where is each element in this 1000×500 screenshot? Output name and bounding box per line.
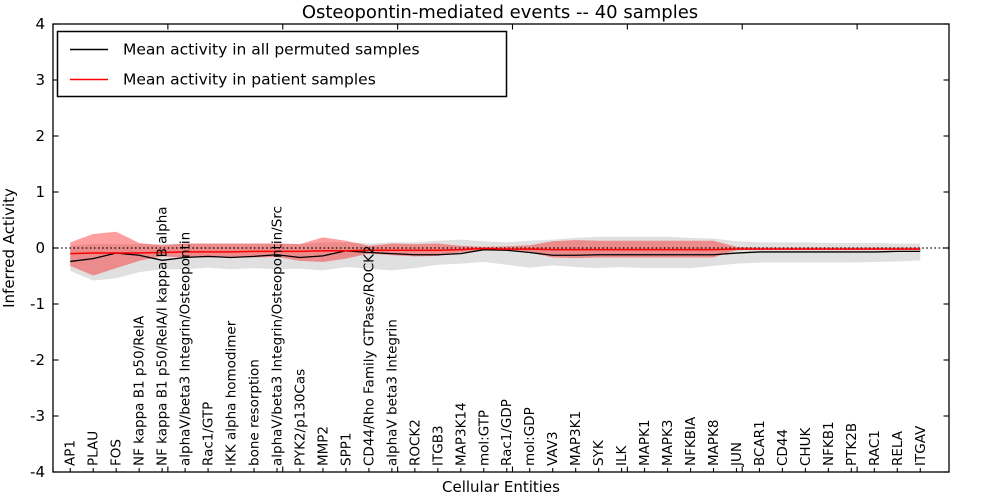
x-category-label: VAV3 <box>545 431 561 466</box>
y-axis-label: Inferred Activity <box>0 188 18 308</box>
y-tick-label: -2 <box>30 351 45 369</box>
x-category-label: NFKBIA <box>683 416 699 466</box>
legend-box <box>56 30 508 98</box>
x-category-label: RAC1 <box>867 430 883 466</box>
band-patient-samples-range <box>70 231 921 276</box>
band-permuted-samples-range <box>70 236 921 281</box>
x-category-label: NF kappa B1 p50/RelA <box>132 315 148 466</box>
x-category-label: MAPK1 <box>637 420 653 466</box>
x-axis-label: Cellular Entities <box>442 478 560 496</box>
legend-label-patient: Mean activity in patient samples <box>123 71 376 89</box>
series-lines <box>70 247 921 263</box>
x-category-label: BCAR1 <box>752 420 768 466</box>
legend: Mean activity in all permuted samples Me… <box>56 30 508 98</box>
x-category-label: FOS <box>109 439 125 466</box>
axis-ticks <box>52 23 949 473</box>
y-tick-label: 2 <box>35 127 45 145</box>
x-category-label: bone resorption <box>247 359 263 466</box>
x-category-label: PLAU <box>86 431 102 466</box>
x-category-label: MAPK8 <box>706 420 722 466</box>
x-category-label: CD44/Rho Family GTPase/ROCK2 <box>361 245 377 466</box>
x-category-label: PTK2B <box>844 423 860 466</box>
x-category-label: PYK2/p130Cas <box>292 369 308 466</box>
y-tick-label: 3 <box>35 71 45 89</box>
x-category-label: Rac1/GTP <box>201 402 217 466</box>
x-category-label: MAP3K1 <box>568 411 584 466</box>
legend-label-permuted: Mean activity in all permuted samples <box>123 41 420 59</box>
y-tick-labels: -4 -3 -2 -1 0 1 2 3 4 <box>30 15 45 481</box>
x-category-label: RELA <box>890 430 906 466</box>
x-category-label: alphaV/beta3 Integrin/Osteopontin <box>178 232 194 466</box>
x-category-labels: AP1 PLAU FOS NF kappa B1 p50/RelA NF kappa B… <box>63 206 929 467</box>
y-tick-label: -1 <box>30 295 45 313</box>
y-tick-label: -4 <box>30 463 45 481</box>
x-category-label: IKK alpha homodimer <box>224 320 240 466</box>
x-category-label: alphaV/beta3 Integrin/Osteopontin/Src <box>270 206 286 466</box>
chart-title: Osteopontin-mediated events -- 40 sample… <box>302 2 698 23</box>
x-category-label: NF kappa B1 p50/RelA/I kappa B alpha <box>155 206 171 466</box>
y-tick-label: 1 <box>35 183 45 201</box>
x-category-label: MMP2 <box>315 426 331 466</box>
x-category-label: JUN <box>729 442 745 467</box>
x-category-label: mol:GTP <box>476 410 492 466</box>
y-tick-label: 4 <box>35 15 45 33</box>
x-category-label: mol:GDP <box>522 407 538 466</box>
uncertainty-bands <box>70 231 921 281</box>
y-tick-label: -3 <box>30 407 45 425</box>
patient-mean-line <box>70 247 921 255</box>
x-category-label: ITGB3 <box>430 425 446 466</box>
y-tick-label: 0 <box>35 239 45 257</box>
x-category-label: NFKB1 <box>821 421 837 466</box>
x-category-label: CHUK <box>798 427 814 466</box>
x-category-label: AP1 <box>63 440 79 466</box>
x-category-label: ILK <box>614 444 630 466</box>
x-category-label: MAP3K14 <box>453 402 469 466</box>
x-category-label: alphaV beta3 Integrin <box>384 319 400 466</box>
x-category-label: ITGAV <box>913 425 929 466</box>
x-category-label: SPP1 <box>338 433 354 466</box>
x-category-label: ROCK2 <box>407 419 423 466</box>
x-category-label: SYK <box>591 439 607 466</box>
x-category-label: Rac1/GDP <box>499 399 515 466</box>
x-category-label: CD44 <box>775 429 791 466</box>
permuted-mean-line <box>70 249 921 263</box>
x-category-label: MAPK3 <box>660 420 676 466</box>
